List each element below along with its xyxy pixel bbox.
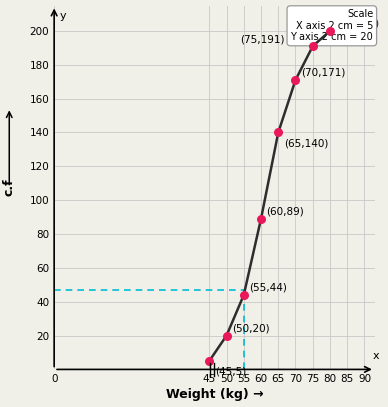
X-axis label: Weight (kg) →: Weight (kg) → [166,388,263,401]
Text: (45,5): (45,5) [215,367,246,377]
Text: (70,171): (70,171) [301,68,345,78]
Text: (55,44): (55,44) [249,283,287,293]
Text: (50,20): (50,20) [232,324,270,333]
Text: (75,191): (75,191) [241,34,285,44]
Point [206,358,212,364]
Point [223,332,230,339]
Text: c.f: c.f [3,179,16,196]
Point [275,129,281,136]
Point [327,28,333,34]
Point [293,77,299,83]
Text: x: x [373,351,380,361]
Text: y: y [59,11,66,21]
Text: (80,200): (80,200) [336,19,379,29]
Point [310,43,316,49]
Text: Scale
X axis 2 cm = 5
Y axis 2 cm = 20: Scale X axis 2 cm = 5 Y axis 2 cm = 20 [291,9,373,42]
Point [258,216,264,222]
Text: (65,140): (65,140) [284,138,328,149]
Point [241,292,247,298]
Text: (60,89): (60,89) [267,207,304,217]
